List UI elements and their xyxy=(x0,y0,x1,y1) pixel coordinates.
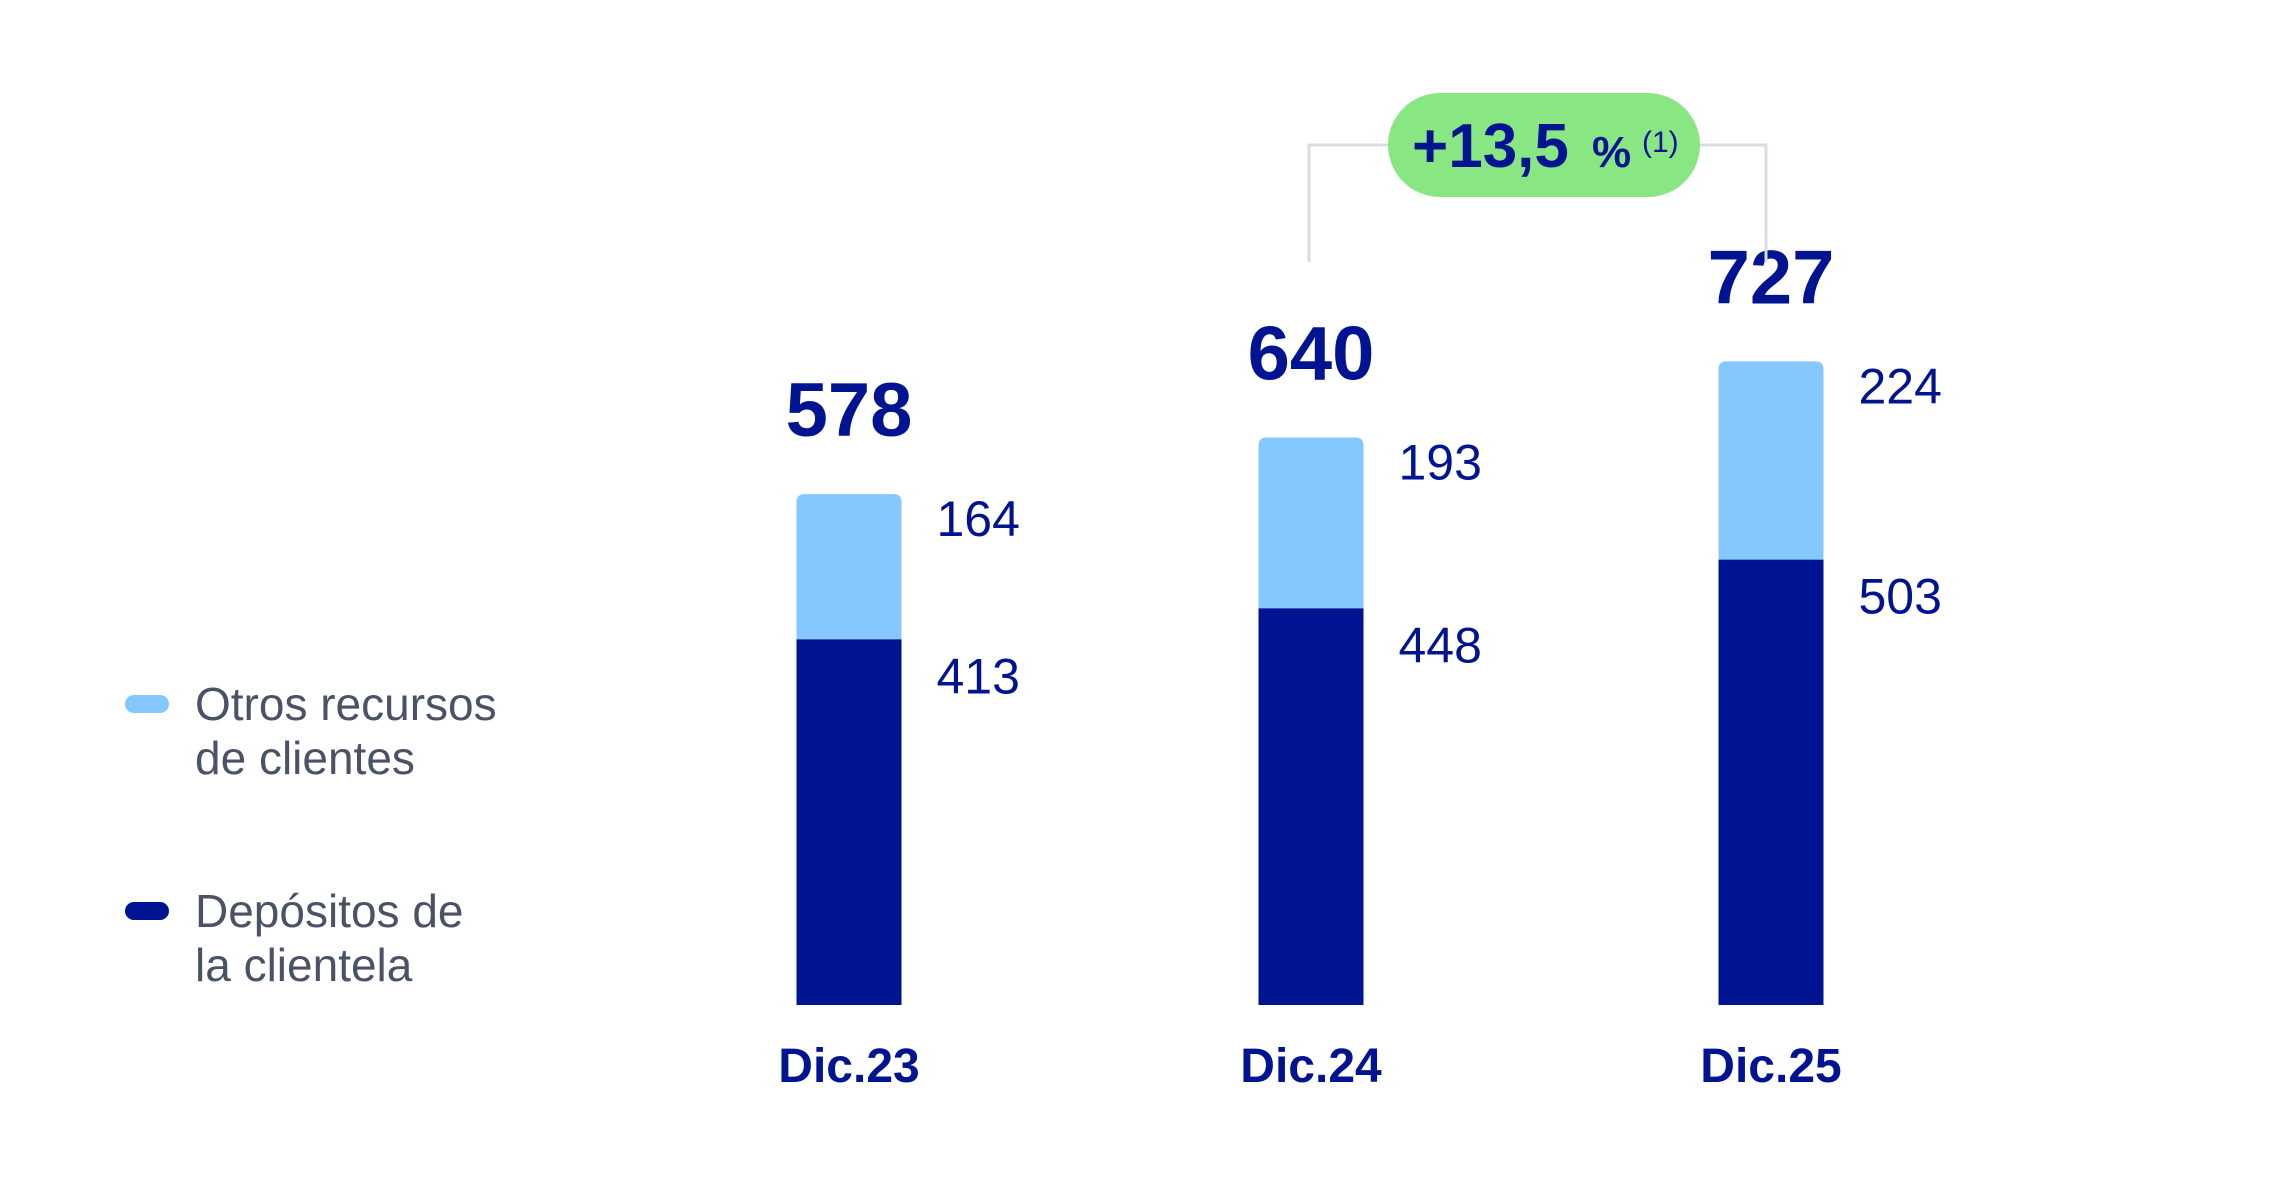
segment-label-lower-0: 413 xyxy=(937,648,1020,704)
bar-segment-otros-0 xyxy=(796,494,902,640)
growth-percent: % xyxy=(1592,128,1631,177)
bar-segment-depositos-0 xyxy=(796,639,902,1005)
bar-segment-depositos-2 xyxy=(1718,559,1824,1005)
legend-swatch-depositos xyxy=(125,902,169,920)
segment-label-upper-2: 224 xyxy=(1859,358,1942,414)
bar-segment-otros-2 xyxy=(1718,361,1824,560)
legend-label-depositos: Depósitos de la clientela xyxy=(195,884,464,992)
total-label-2: 727 xyxy=(1708,235,1835,320)
segment-label-upper-0: 164 xyxy=(937,491,1020,547)
legend-swatch-otros-recursos xyxy=(125,695,169,713)
growth-note: (1) xyxy=(1642,126,1679,159)
category-label-2: Dic.25 xyxy=(1700,1040,1841,1093)
total-label-1: 640 xyxy=(1248,311,1375,396)
segment-label-upper-1: 193 xyxy=(1399,434,1482,490)
segment-label-lower-1: 448 xyxy=(1399,617,1482,673)
segment-label-lower-2: 503 xyxy=(1859,569,1942,625)
legend-label-line: Depósitos de xyxy=(195,885,464,937)
legend-label-otros-recursos: Otros recursos de clientes xyxy=(195,677,497,785)
bar-segment-depositos-1 xyxy=(1258,608,1364,1005)
bar-segment-otros-1 xyxy=(1258,437,1364,609)
legend-label-line: de clientes xyxy=(195,732,415,784)
growth-value: +13,5 xyxy=(1412,112,1569,181)
category-label-0: Dic.23 xyxy=(778,1040,919,1093)
category-label-1: Dic.24 xyxy=(1240,1040,1382,1093)
total-label-0: 578 xyxy=(786,368,913,453)
growth-pill xyxy=(1388,93,1700,197)
legend-label-line: Otros recursos xyxy=(195,678,497,730)
legend-label-line: la clientela xyxy=(195,939,413,991)
